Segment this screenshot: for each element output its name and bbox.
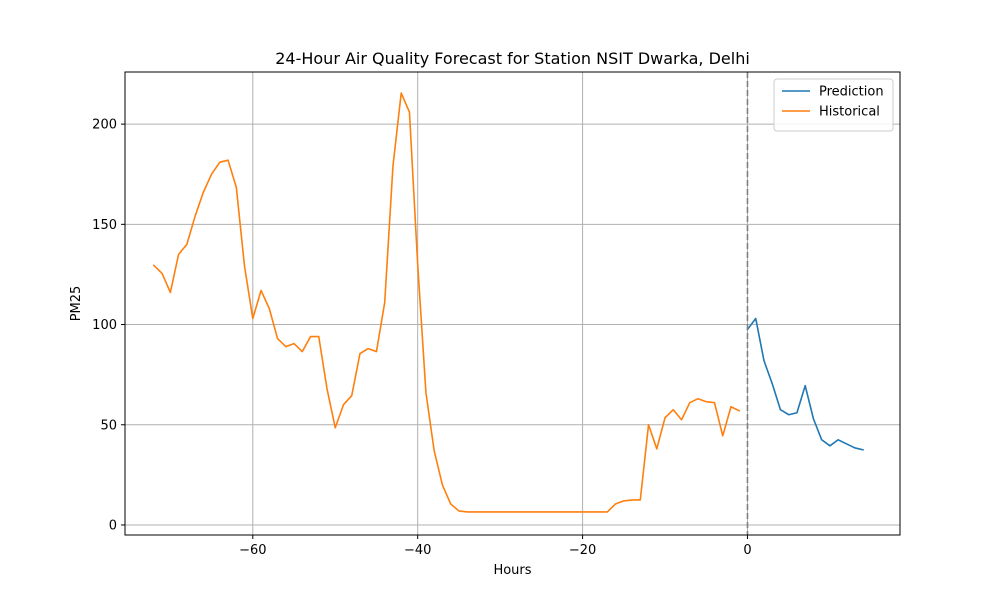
- y-tick-label: 200: [92, 118, 117, 133]
- legend-box: [773, 78, 894, 132]
- chart-title: 24-Hour Air Quality Forecast for Station…: [275, 49, 750, 68]
- axis-ticks: −60 −40 −20 0 0 50 100 150 200: [92, 118, 751, 558]
- legend-label-prediction: Prediction: [819, 85, 884, 100]
- x-tick-label: −40: [404, 543, 431, 558]
- y-tick-label: 150: [92, 218, 117, 233]
- y-axis-label: PM25: [69, 286, 84, 322]
- legend: Prediction Historical: [773, 78, 894, 132]
- x-tick-label: −60: [239, 543, 266, 558]
- plot-frame: [124, 71, 901, 536]
- series-lines: [152, 92, 864, 513]
- series-line-historical: [152, 92, 741, 513]
- y-tick-label: 50: [100, 418, 117, 433]
- y-tick-label: 0: [109, 518, 117, 533]
- grid: [125, 72, 900, 535]
- series-line-prediction: [746, 317, 864, 451]
- y-tick-label: 100: [92, 318, 117, 333]
- x-tick-label: 0: [743, 543, 751, 558]
- x-axis-label: Hours: [493, 563, 531, 578]
- x-tick-label: −20: [569, 543, 596, 558]
- legend-label-historical: Historical: [819, 105, 880, 120]
